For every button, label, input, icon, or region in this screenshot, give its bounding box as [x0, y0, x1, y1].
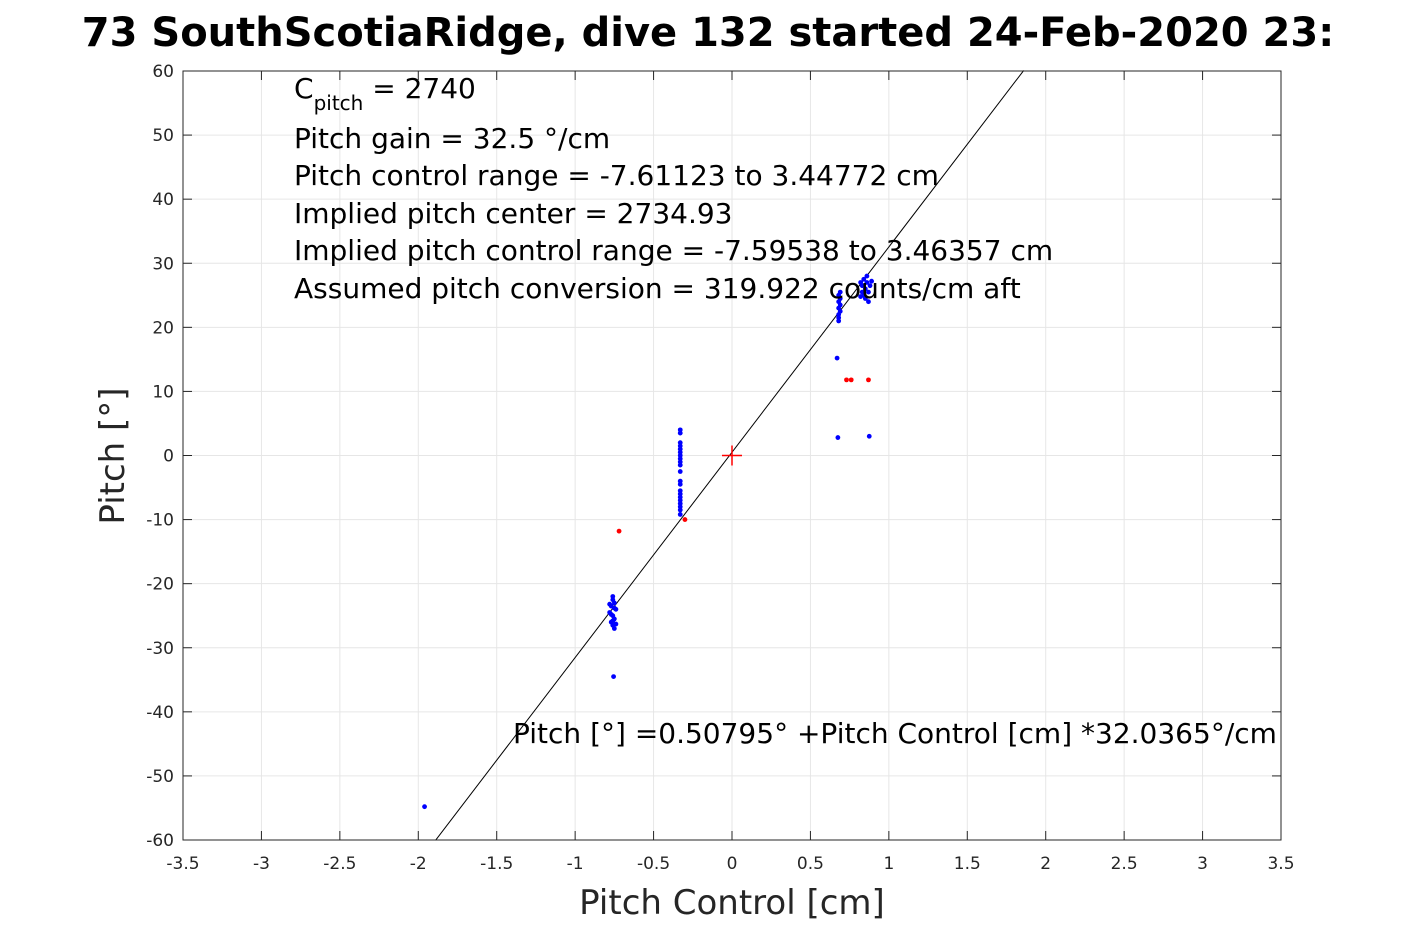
axis-ticks [182, 70, 1282, 841]
x-tick-label: 2.5 [1111, 854, 1138, 874]
data-point-good [834, 355, 840, 361]
data-point-rejected [682, 517, 688, 522]
x-tick-label: 3 [1197, 854, 1208, 874]
data-points [422, 273, 875, 810]
annotation-fit-equation: Pitch [°] =0.50795° +Pitch Control [cm] … [513, 717, 1277, 750]
y-tick-label: 30 [152, 254, 174, 274]
x-tick-label: 1 [883, 854, 894, 874]
annotation-cpitch-sub: pitch [314, 91, 364, 115]
annotation-control-range: Pitch control range = -7.61123 to 3.4477… [294, 159, 939, 192]
annotation-cpitch-main: C [294, 72, 314, 105]
annotation-implied-center: Implied pitch center = 2734.93 [294, 197, 732, 230]
x-tick-label: 0 [727, 854, 738, 874]
x-tick-label: -3.5 [166, 854, 199, 874]
y-tick-labels: -60 -50 -40 -30 -20 -10 0 10 20 30 40 50 60 [146, 62, 174, 851]
data-point-good [862, 286, 868, 292]
y-tick-label: 40 [152, 190, 174, 210]
data-point-good [867, 283, 873, 289]
y-tick-label: 50 [152, 126, 174, 146]
data-point-good [677, 507, 683, 513]
data-point-rejected [866, 377, 871, 383]
x-axis-label: Pitch Control [cm] [579, 883, 885, 923]
y-tick-label: 20 [152, 318, 174, 338]
data-point-good [859, 289, 865, 295]
data-point-good [677, 512, 683, 517]
y-axis-label: Pitch [°] [93, 387, 133, 524]
y-tick-label: -40 [146, 703, 174, 723]
data-point-good [422, 804, 427, 810]
data-point-rejected [844, 377, 849, 383]
annotation-conversion: Assumed pitch conversion = 319.922 count… [294, 272, 1021, 305]
data-point-good [837, 289, 843, 295]
annotation-cpitch-value: = 2740 [363, 72, 476, 105]
data-point-good [611, 674, 616, 679]
data-point-good [869, 278, 875, 284]
annotation-implied-range: Implied pitch control range = -7.59538 t… [294, 234, 1053, 267]
annotation-cpitch: Cpitch = 2740 [294, 72, 476, 115]
data-point-good [677, 462, 683, 468]
data-point-good [610, 594, 616, 599]
y-tick-label: 0 [163, 447, 174, 467]
data-point-good [864, 273, 870, 279]
data-point-good [836, 318, 842, 324]
data-point-good [862, 296, 868, 301]
y-tick-label: -60 [146, 831, 174, 851]
y-tick-label: -20 [146, 575, 174, 595]
data-point-good [611, 626, 617, 631]
data-point-good [677, 430, 683, 436]
x-tick-label: 2 [1040, 854, 1051, 874]
data-point-rejected [616, 528, 622, 534]
data-point-good [611, 600, 617, 606]
x-tick-label: -0.5 [637, 854, 670, 874]
x-tick-label: -1 [567, 854, 584, 874]
data-point-good [835, 435, 841, 440]
x-tick-label: -3 [253, 854, 270, 874]
y-tick-label: -10 [146, 511, 174, 531]
data-point-good [613, 621, 619, 627]
data-point-good [858, 294, 864, 299]
data-point-rejected [848, 377, 854, 383]
data-point-good [866, 433, 872, 439]
annotation-pitch-gain: Pitch gain = 32.5 °/cm [294, 122, 610, 155]
chart-title: 73 SouthScotiaRidge, dive 132 started 24… [82, 10, 1334, 56]
data-point-good [864, 280, 870, 285]
x-tick-label: -1.5 [480, 854, 513, 874]
x-tick-label: 0.5 [797, 854, 824, 874]
x-tick-label: -2 [410, 854, 427, 874]
y-tick-label: -50 [146, 767, 174, 787]
x-tick-label: 3.5 [1267, 854, 1294, 874]
data-point-good [677, 469, 683, 474]
y-tick-label: 10 [152, 382, 174, 402]
data-point-good [861, 276, 867, 282]
x-tick-label: -2.5 [323, 854, 356, 874]
data-point-good [677, 481, 683, 487]
y-tick-label: -30 [146, 639, 174, 659]
data-point-good [608, 612, 614, 617]
x-tick-labels: -3.5 -3 -2.5 -2 -1.5 -1 -0.5 0 0.5 1 1.5 2 2.5 3 3.5 [166, 854, 1294, 874]
data-point-good [866, 299, 871, 305]
data-point-good [610, 618, 616, 624]
data-point-good [859, 283, 865, 289]
center-marker-group [722, 445, 742, 466]
data-point-good [607, 601, 613, 607]
data-point-good [611, 605, 617, 611]
y-tick-label: 60 [152, 62, 174, 82]
data-point-good [866, 289, 871, 295]
x-tick-label: 1.5 [954, 854, 981, 874]
